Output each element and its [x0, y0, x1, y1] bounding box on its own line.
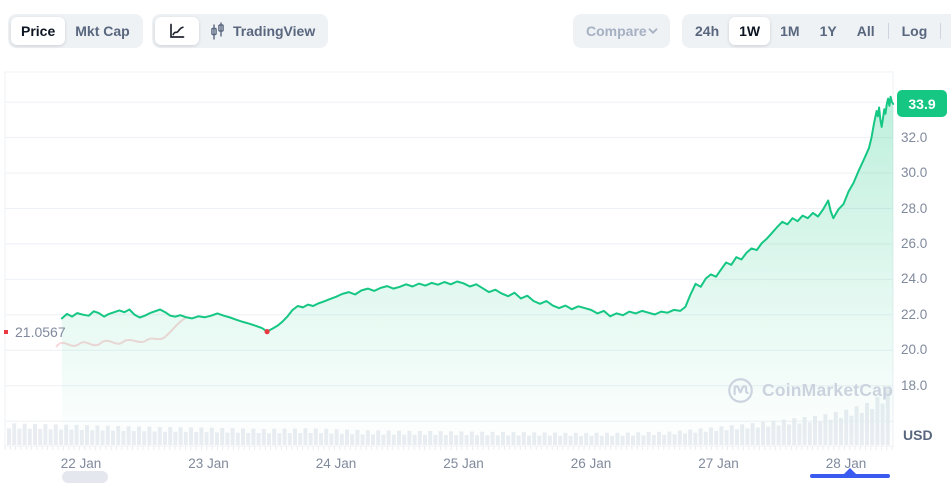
currency-unit-label: USD: [903, 427, 933, 443]
x-axis-label: 24 Jan: [315, 456, 357, 471]
compare-label: Compare: [586, 23, 647, 39]
range-1m-label: 1M: [780, 23, 800, 39]
range-1w-button[interactable]: 1W: [729, 17, 771, 45]
y-axis-label: 26.0: [901, 235, 928, 251]
y-axis-label: 30.0: [901, 165, 928, 180]
scrollbar-handle[interactable]: [62, 471, 108, 483]
log-scale-button[interactable]: Log: [892, 17, 938, 45]
range-1m-button[interactable]: 1M: [770, 17, 809, 45]
low-price-annotation: 21.0567: [4, 322, 66, 342]
y-axis-label: 22.0: [901, 306, 928, 322]
mktcap-tab[interactable]: Mkt Cap: [65, 17, 139, 45]
chevron-down-icon: [647, 25, 659, 37]
x-axis-label: 27 Jan: [698, 456, 739, 471]
compare-button[interactable]: Compare: [573, 14, 670, 48]
price-tab-label: Price: [21, 23, 56, 39]
x-axis-label: 26 Jan: [570, 456, 612, 471]
toolbar-divider: [887, 23, 889, 39]
range-1y-button[interactable]: 1Y: [810, 17, 847, 45]
watermark-text: CoinMarketCap: [762, 380, 893, 400]
watermark: CoinMarketCap: [727, 377, 893, 404]
coinmarketcap-logo: [727, 377, 754, 404]
chart-type-toggle: TradingView: [152, 14, 329, 48]
log-scale-label: Log: [901, 23, 928, 39]
y-axis-label: 32.0: [901, 129, 928, 145]
toolbar-divider: [940, 23, 942, 39]
x-axis-label: 25 Jan: [443, 456, 484, 471]
range-all-label: All: [856, 23, 875, 39]
range-1y-label: 1Y: [819, 23, 837, 39]
tradingview-label: TradingView: [233, 23, 316, 39]
line-chart-icon: [167, 21, 187, 41]
range-24h-button[interactable]: 24h: [685, 17, 729, 45]
metric-toggle: Price Mkt Cap: [8, 14, 143, 48]
tradingview-button[interactable]: TradingView: [199, 17, 325, 45]
y-axis-label: 24.0: [901, 271, 928, 287]
low-price-label: 21.0567: [15, 323, 66, 340]
line-chart-button[interactable]: [155, 17, 199, 45]
low-price-dot-icon: [4, 329, 8, 334]
candlestick-icon: [209, 21, 226, 41]
y-axis-label: 28.0: [901, 200, 928, 216]
x-axis-label: 23 Jan: [188, 456, 229, 471]
price-tab[interactable]: Price: [11, 17, 66, 45]
date-popover-edge[interactable]: [810, 474, 890, 478]
range-all-button[interactable]: All: [847, 17, 885, 45]
last-price-badge: 33.9: [897, 90, 947, 118]
y-axis-label: 20.0: [901, 342, 928, 358]
x-axis-label: 22 Jan: [60, 456, 102, 471]
x-axis-label: 28 Jan: [825, 456, 867, 471]
range-24h-label: 24h: [695, 23, 720, 39]
chart-settings-button[interactable]: [944, 17, 951, 45]
range-toggle: 24h 1W 1M 1Y All Log: [682, 14, 951, 48]
range-1w-label: 1W: [739, 23, 761, 39]
mktcap-tab-label: Mkt Cap: [75, 23, 130, 39]
y-axis-label: 18.0: [901, 377, 928, 393]
date-popover-arrow-icon: [843, 468, 857, 475]
